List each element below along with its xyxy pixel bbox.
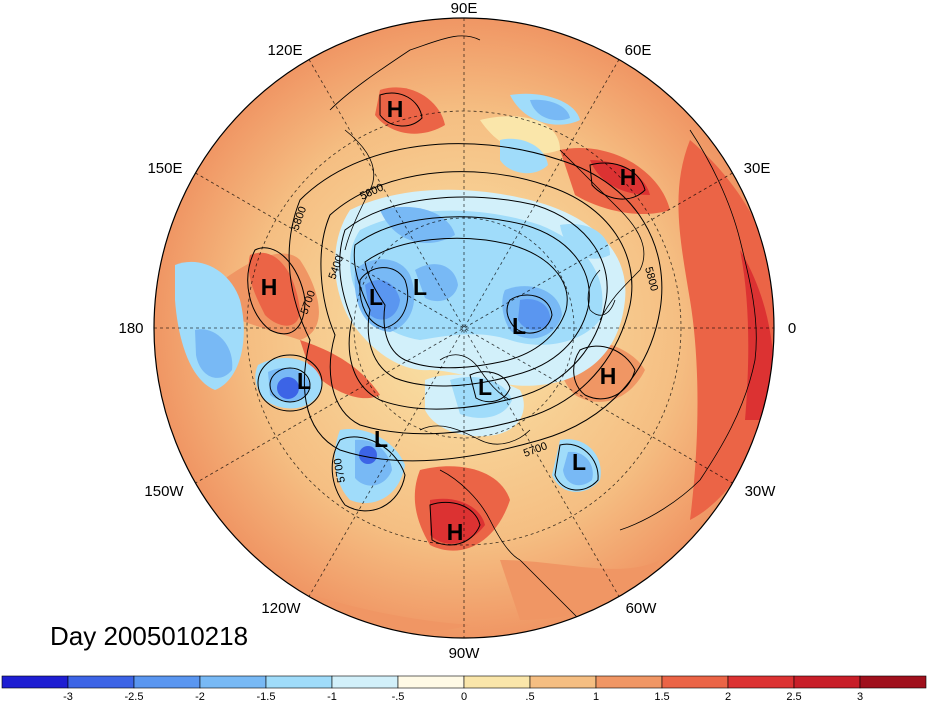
colorbar-swatch [661, 675, 729, 689]
height-contours [247, 92, 663, 546]
longitude-labels: 90E 60E 30E 0 30W 60W 90W 120W 150W 180 … [118, 0, 796, 662]
colorbar-tick-label: -1.5 [257, 691, 276, 702]
low-pressure-center: L [374, 426, 388, 452]
colorbar-swatch [397, 675, 465, 689]
low-pressure-center: L [512, 313, 526, 339]
lon-label-150e: 150E [147, 160, 182, 177]
anomaly-field [154, 18, 774, 638]
low-pressure-center: L [369, 284, 383, 310]
high-pressure-center: H [620, 164, 637, 190]
colorbar-tick-label: 2 [725, 691, 731, 702]
graticule [154, 18, 774, 638]
low-pressure-center: L [297, 368, 311, 394]
lon-label-120w: 120W [261, 600, 301, 617]
colorbar-swatch [529, 675, 597, 689]
colorbar-tick-label: 1 [593, 691, 599, 702]
low-pressure-center: L [413, 274, 427, 300]
lon-label-30w: 30W [745, 483, 777, 500]
colorbar: -3 -2.5 -2 -1.5 -1 -.5 0 .5 1 1.5 2 2.5 3 [1, 675, 927, 702]
colorbar-swatch [793, 675, 861, 689]
colorbar-tick-label: -3 [63, 691, 73, 702]
colorbar-swatch [727, 675, 795, 689]
colorbar-tick-label: -1 [327, 691, 337, 702]
low-pressure-center: L [572, 449, 586, 475]
colorbar-tick-label: -2.5 [125, 691, 144, 702]
contour-label: 5700 [332, 457, 348, 483]
lon-label-0: 0 [788, 320, 796, 337]
lon-label-60e: 60E [625, 42, 652, 59]
colorbar-tick-label: 3 [857, 691, 863, 702]
low-pressure-center: L [478, 374, 492, 400]
lon-label-180: 180 [118, 320, 143, 337]
lon-label-120e: 120E [267, 42, 302, 59]
pressure-centers: H H H H H L L L L L L L [261, 96, 637, 545]
lon-label-60w: 60W [626, 600, 658, 617]
colorbar-swatch [133, 675, 201, 689]
colorbar-swatch [67, 675, 135, 689]
colorbar-swatch [859, 675, 927, 689]
lon-label-90e: 90E [451, 0, 478, 17]
colorbar-swatch [331, 675, 399, 689]
lon-label-30e: 30E [744, 160, 771, 177]
high-pressure-center: H [261, 274, 278, 300]
colorbar-swatch [595, 675, 663, 689]
colorbar-swatch [265, 675, 333, 689]
colorbar-tick-label: 2.5 [786, 691, 801, 702]
colorbar-swatch [463, 675, 531, 689]
map-boundary [153, 17, 775, 639]
high-pressure-center: H [447, 519, 464, 545]
colorbar-tick-label: .5 [525, 691, 534, 702]
day-title: Day 2005010218 [50, 621, 248, 651]
colorbar-tick-label: 0 [461, 691, 467, 702]
colorbar-tick-label: 1.5 [654, 691, 669, 702]
colorbar-tick-label: -.5 [392, 691, 405, 702]
high-pressure-center: H [387, 96, 404, 122]
high-pressure-center: H [600, 363, 617, 389]
lon-label-150w: 150W [144, 483, 184, 500]
colorbar-tick-label: -2 [195, 691, 205, 702]
lon-label-90w: 90W [449, 645, 481, 662]
colorbar-swatch [1, 675, 69, 689]
colorbar-swatch [199, 675, 267, 689]
